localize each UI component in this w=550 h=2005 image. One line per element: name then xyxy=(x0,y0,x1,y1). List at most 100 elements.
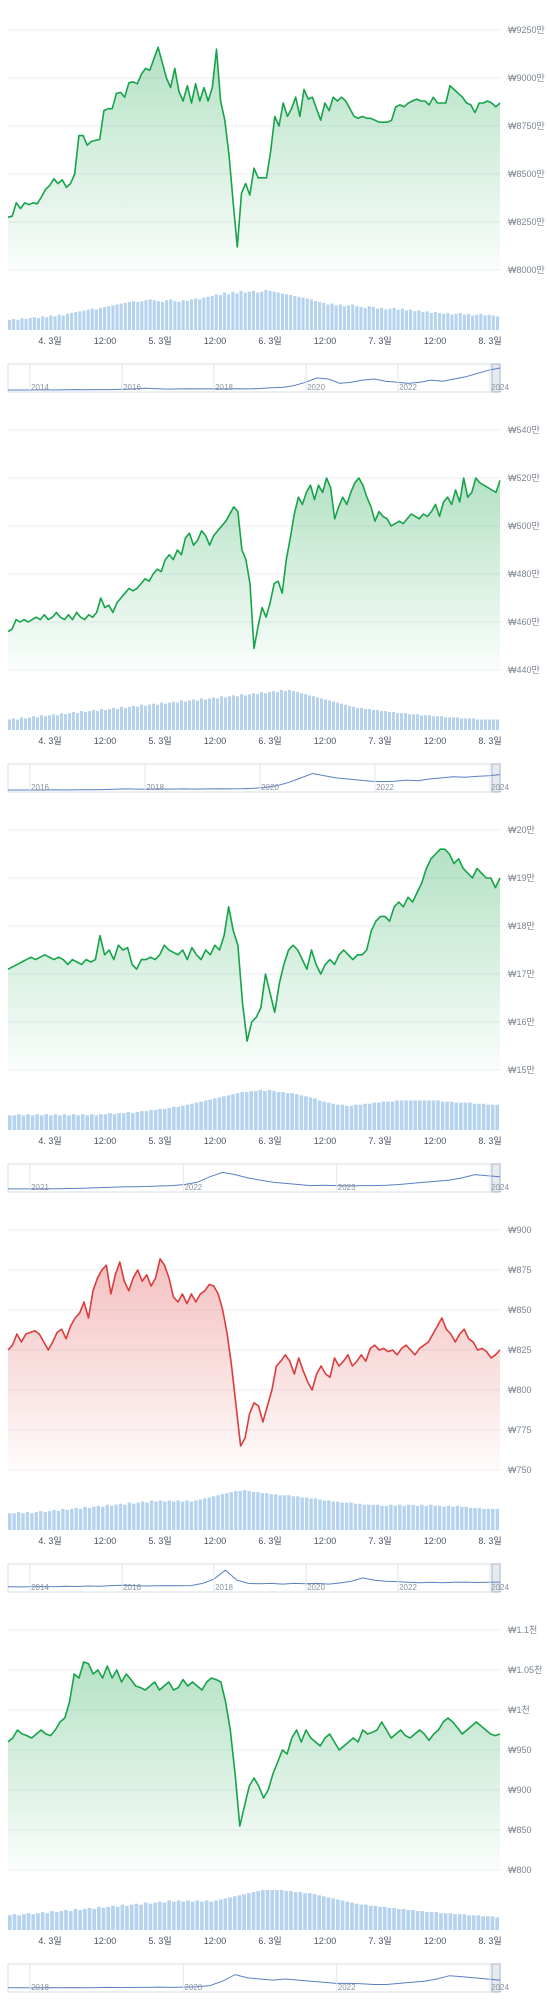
volume-bar xyxy=(347,305,351,330)
volume-bar xyxy=(278,1495,282,1530)
x-tick-label: 4. 3일 xyxy=(38,1536,61,1546)
volume-bar xyxy=(289,1891,293,1930)
volume-bar xyxy=(189,299,193,330)
price-point xyxy=(476,867,478,869)
price-point xyxy=(490,877,492,879)
volume-bar xyxy=(268,290,272,330)
price-point xyxy=(275,1365,277,1367)
price-point xyxy=(108,949,110,951)
price-line[interactable] xyxy=(7,1661,501,1827)
y-tick-label: ₩440만 xyxy=(508,665,540,675)
volume-bar xyxy=(249,1091,253,1130)
x-tick-label: 5. 3일 xyxy=(148,336,171,346)
price-point xyxy=(78,1312,80,1314)
price-point xyxy=(239,1445,241,1447)
y-tick-label: ₩850 xyxy=(508,1305,532,1315)
navigator-handle[interactable] xyxy=(491,1163,501,1193)
price-point xyxy=(214,944,216,946)
price-point xyxy=(366,949,368,951)
x-tick-label: 4. 3일 xyxy=(38,1936,61,1946)
navigator[interactable] xyxy=(7,363,501,393)
chart-5-svg[interactable]: ₩800 ₩850 ₩900 ₩950 ₩1천 ₩1.05천 ₩1.1천 4. 3일 12:00… xyxy=(0,1600,550,2005)
volume-bar xyxy=(36,1913,40,1930)
price-point xyxy=(390,525,392,527)
volume-bar xyxy=(256,694,259,730)
volume-bar xyxy=(56,1511,61,1530)
price-point xyxy=(225,520,227,522)
price-point xyxy=(319,1745,321,1747)
volume-bar xyxy=(320,698,323,730)
volume-bar xyxy=(393,1505,397,1530)
y-tick-label: ₩900 xyxy=(508,1225,532,1235)
volume-bar xyxy=(16,1512,21,1530)
price-point xyxy=(209,954,211,956)
price-point xyxy=(261,606,263,608)
volume-bar xyxy=(340,1104,345,1130)
price-point xyxy=(285,558,287,560)
volume-bar xyxy=(52,714,55,730)
price-point xyxy=(253,1402,255,1404)
navigator[interactable] xyxy=(7,763,501,793)
navigator-handle[interactable] xyxy=(491,1563,501,1593)
volume-bar xyxy=(26,1114,30,1130)
volume-bar xyxy=(232,1896,237,1930)
volume-bar xyxy=(107,306,111,330)
volume-bar xyxy=(433,312,437,330)
volume-bar xyxy=(326,304,330,330)
price-point xyxy=(11,966,13,968)
price-point xyxy=(499,877,501,879)
volume-bar xyxy=(211,1496,216,1530)
y-tick-label: ₩480만 xyxy=(508,569,540,579)
price-point xyxy=(423,1733,425,1735)
price-point xyxy=(480,1725,482,1727)
price-point xyxy=(278,125,280,127)
price-line[interactable] xyxy=(7,1258,501,1447)
price-point xyxy=(92,1290,94,1292)
price-point xyxy=(314,1741,316,1743)
price-point xyxy=(178,90,180,92)
volume-bar xyxy=(318,301,322,330)
navigator[interactable] xyxy=(7,1163,501,1193)
price-line[interactable] xyxy=(7,46,501,248)
volume-bar xyxy=(303,1893,307,1930)
price-point xyxy=(154,1277,156,1279)
volume-bar xyxy=(21,1115,26,1130)
volume-bar xyxy=(372,1102,376,1130)
price-point xyxy=(398,520,400,522)
chart-4-svg[interactable]: ₩750 ₩775 ₩800 ₩825 ₩850 ₩875 ₩900 4. 3일 12:00 5.… xyxy=(0,1200,550,1600)
x-tick-label: 12:00 xyxy=(204,1936,227,1946)
price-point xyxy=(333,1741,335,1743)
price-point xyxy=(293,1373,295,1375)
price-point xyxy=(255,1016,257,1018)
price-point xyxy=(73,1673,75,1675)
price-point xyxy=(491,102,493,104)
price-point xyxy=(387,1350,389,1352)
price-point xyxy=(495,491,497,493)
volume-bar xyxy=(429,313,433,330)
volume-bar xyxy=(176,702,179,730)
navigator-handle[interactable] xyxy=(491,363,501,393)
volume-bar xyxy=(288,690,291,730)
chart-2-svg[interactable]: ₩440만 ₩460만 ₩480만 ₩500만 ₩520만 ₩540만 4. 3일 12:00… xyxy=(0,400,550,800)
navigator-handle[interactable] xyxy=(491,1963,501,1993)
volume-bar xyxy=(206,296,210,330)
navigator-handle[interactable] xyxy=(491,763,501,793)
price-line[interactable] xyxy=(7,477,501,650)
price-point xyxy=(103,109,105,111)
price-point xyxy=(241,549,243,551)
price-point xyxy=(414,1354,416,1356)
chart-1-svg[interactable]: ₩8000만 ₩8250만 ₩8500만 ₩8750만 ₩9000만 ₩9250만 4. 3… xyxy=(0,0,550,400)
navigator[interactable] xyxy=(7,1563,501,1593)
chart-3-svg[interactable]: ₩15만 ₩16만 ₩17만 ₩18만 ₩19만 ₩20만 4. 3일 12:00 5. 3일 1… xyxy=(0,800,550,1200)
price-point xyxy=(111,108,113,110)
volume-bar xyxy=(295,1094,299,1130)
price-point xyxy=(74,173,76,175)
price-point xyxy=(347,1354,349,1356)
volume-bar xyxy=(475,314,479,330)
volume-bar xyxy=(8,1513,12,1530)
volume-bar xyxy=(154,1501,158,1530)
price-point xyxy=(168,1277,170,1279)
price-point xyxy=(499,102,501,104)
price-point xyxy=(474,111,476,113)
price-line[interactable] xyxy=(7,848,501,1042)
